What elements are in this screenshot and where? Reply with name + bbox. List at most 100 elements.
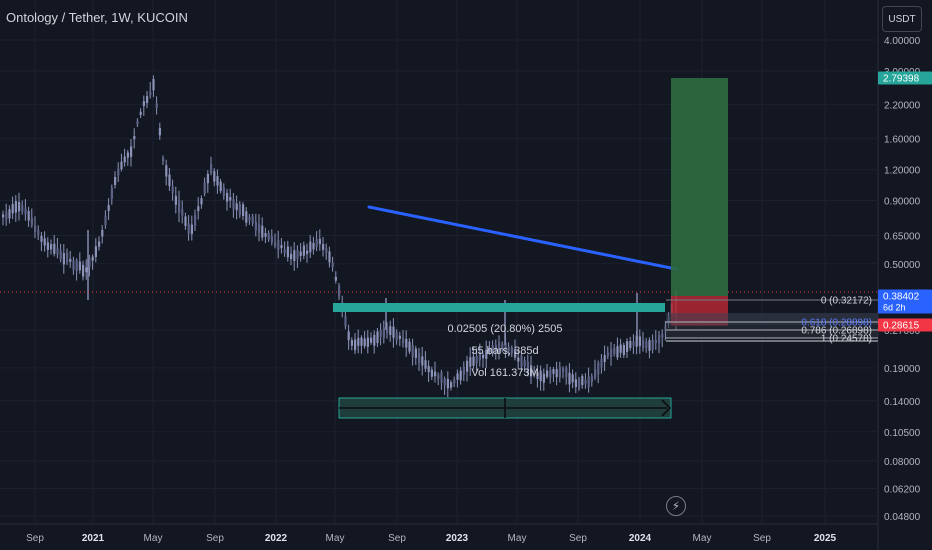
time-tick-label: May xyxy=(326,533,345,544)
fib-label: 0.786 (0.26898) xyxy=(801,326,872,337)
candle-body xyxy=(280,245,283,249)
price-tick-label: 0.65000 xyxy=(884,232,921,243)
candle-body xyxy=(363,338,366,347)
candle-body xyxy=(469,357,472,367)
candle-body xyxy=(347,331,350,341)
price-tick-label: 0.50000 xyxy=(884,260,921,271)
candle-body xyxy=(126,152,129,158)
candle-body xyxy=(242,204,245,216)
time-tick-label: 2024 xyxy=(629,533,652,544)
price-label: 0.28615 xyxy=(883,321,920,332)
candle-body xyxy=(24,208,27,215)
candle-body xyxy=(251,216,254,224)
candle-body xyxy=(562,368,565,372)
candle-body xyxy=(414,348,417,359)
candle-body xyxy=(302,245,305,256)
trend-line xyxy=(367,205,678,271)
candle-body xyxy=(613,347,616,355)
candle-body xyxy=(165,165,168,177)
candle-body xyxy=(373,334,376,346)
measure-label: 55 bars, 385d xyxy=(471,345,538,357)
candles xyxy=(2,75,677,398)
candle-body xyxy=(59,250,62,260)
candle-body xyxy=(357,338,360,346)
candle-body xyxy=(398,335,401,339)
candle-body xyxy=(402,338,405,344)
candle-body xyxy=(318,238,321,245)
candle-body xyxy=(56,247,59,255)
candle-body xyxy=(638,336,641,347)
price-label: 0.38402 xyxy=(883,292,920,303)
candle-body xyxy=(440,372,443,383)
price-label: 2.79398 xyxy=(883,74,920,85)
candle-body xyxy=(117,168,120,176)
candle-body xyxy=(146,96,149,103)
candle-body xyxy=(101,229,104,237)
candle-body xyxy=(485,349,488,359)
candle-body xyxy=(283,249,286,253)
price-tick-label: 0.14000 xyxy=(884,397,921,408)
date-range-arrowhead xyxy=(661,399,672,417)
price-tick-label: 4.00000 xyxy=(884,36,921,47)
time-tick-label: May xyxy=(144,533,163,544)
candle-body xyxy=(376,331,379,344)
candle-body xyxy=(309,241,312,253)
candle-body xyxy=(72,260,75,270)
candle-body xyxy=(206,173,209,184)
time-tick-label: Sep xyxy=(753,533,771,544)
price-tick-label: 0.04800 xyxy=(884,512,921,523)
candle-body xyxy=(315,239,318,247)
candle-body xyxy=(386,327,389,334)
candle-body xyxy=(530,365,533,377)
candle-body xyxy=(619,344,622,353)
candle-body xyxy=(11,203,14,214)
time-tick-label: 2023 xyxy=(446,533,469,544)
candle-body xyxy=(219,181,222,192)
currency-button[interactable]: USDT xyxy=(882,6,922,32)
candle-body xyxy=(446,378,449,389)
candle-body xyxy=(232,198,235,210)
candle-body xyxy=(139,111,142,115)
candle-body xyxy=(629,340,632,348)
candle-body xyxy=(536,372,539,380)
support-zone xyxy=(333,303,665,312)
candle-body xyxy=(37,230,40,235)
candle-body xyxy=(430,369,433,377)
time-axis[interactable]: Sep 2021 May Sep 2022 May Sep 2023 May Sep 2024 May… xyxy=(26,533,836,544)
candle-body xyxy=(478,351,481,361)
candle-body xyxy=(568,372,571,385)
candle-body xyxy=(366,337,369,347)
candle-body xyxy=(168,174,171,187)
candle-body xyxy=(421,356,424,366)
candle-body xyxy=(603,355,606,362)
candle-body xyxy=(277,240,280,250)
candle-body xyxy=(152,78,155,91)
candle-body xyxy=(238,204,241,216)
measure-label: Vol 161.373M xyxy=(471,367,538,379)
candle-body xyxy=(210,163,213,174)
candle-body xyxy=(350,340,353,346)
candle-body xyxy=(296,249,299,260)
candle-body xyxy=(389,326,392,335)
candle-body xyxy=(651,339,654,350)
candle-body xyxy=(501,343,504,348)
candle-body xyxy=(325,248,328,253)
candle-body xyxy=(354,339,357,351)
candle-body xyxy=(82,264,85,277)
candle-body xyxy=(539,370,542,382)
candle-body xyxy=(408,341,411,352)
candle-body xyxy=(632,341,635,346)
measure-label: 0.02505 (20.80%) 2505 xyxy=(448,323,563,335)
lightning-bolt-icon[interactable]: ⚡ xyxy=(666,496,686,516)
candle-body xyxy=(523,360,526,366)
price-axis[interactable]: 4.000003.000002.200001.600001.200000.900… xyxy=(878,36,932,523)
candle-body xyxy=(418,353,421,363)
candle-body xyxy=(162,158,165,162)
target-zone xyxy=(671,78,728,296)
candle-body xyxy=(322,244,325,250)
candle-body xyxy=(443,378,446,386)
candle-body xyxy=(27,210,30,221)
price-label-bg xyxy=(878,289,932,314)
candle-body xyxy=(616,346,619,358)
